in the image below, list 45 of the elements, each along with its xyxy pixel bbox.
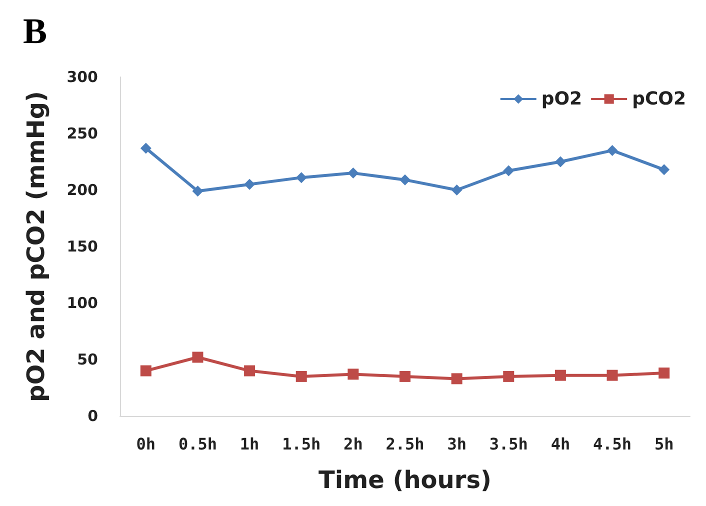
legend-label: pO2 bbox=[541, 88, 582, 110]
point bbox=[554, 370, 566, 381]
x-tick-label: 4h bbox=[550, 434, 570, 454]
y-tick-label: 250 bbox=[66, 124, 98, 142]
point bbox=[140, 365, 152, 376]
x-tick-label: 4.5h bbox=[593, 434, 632, 454]
point bbox=[400, 174, 410, 186]
point bbox=[348, 368, 359, 380]
x-tick-label: 3.5h bbox=[489, 434, 528, 454]
x-tick-label: 1h bbox=[240, 434, 260, 454]
y-tick-label: 100 bbox=[66, 294, 98, 312]
point bbox=[451, 184, 462, 196]
point bbox=[400, 370, 410, 382]
point bbox=[192, 352, 204, 363]
point bbox=[503, 370, 514, 382]
x-axis-title: Time (hours) bbox=[318, 466, 492, 494]
y-axis-title: pO2 and pCO2 (mmHg) bbox=[22, 91, 50, 402]
y-tick-label: 200 bbox=[66, 181, 98, 199]
x-tick-label: 2.5h bbox=[386, 434, 424, 454]
point bbox=[244, 178, 256, 190]
y-tick-label: 300 bbox=[66, 68, 98, 86]
legend-label: pCO2 bbox=[632, 88, 686, 110]
point bbox=[503, 165, 514, 176]
x-tick-label: 0h bbox=[136, 434, 156, 454]
point bbox=[554, 156, 566, 168]
point bbox=[296, 370, 307, 382]
x-tick-label: 0.5h bbox=[178, 434, 217, 454]
point bbox=[658, 164, 670, 176]
chart-title: B bbox=[23, 11, 48, 51]
y-tick-label: 50 bbox=[77, 350, 98, 368]
point bbox=[192, 186, 204, 197]
x-tick-label: 1.5h bbox=[282, 434, 321, 454]
point bbox=[140, 142, 152, 154]
point bbox=[348, 168, 359, 179]
point bbox=[296, 172, 307, 184]
point bbox=[658, 368, 670, 379]
x-tick-label: 5h bbox=[654, 434, 674, 454]
point bbox=[606, 370, 618, 381]
point bbox=[606, 144, 618, 156]
point bbox=[244, 365, 256, 376]
x-tick-label: 3h bbox=[447, 434, 466, 454]
y-tick-label: 0 bbox=[88, 407, 98, 425]
x-tick-label: 2h bbox=[344, 434, 363, 454]
point bbox=[451, 373, 462, 384]
y-tick-label: 150 bbox=[66, 238, 98, 256]
